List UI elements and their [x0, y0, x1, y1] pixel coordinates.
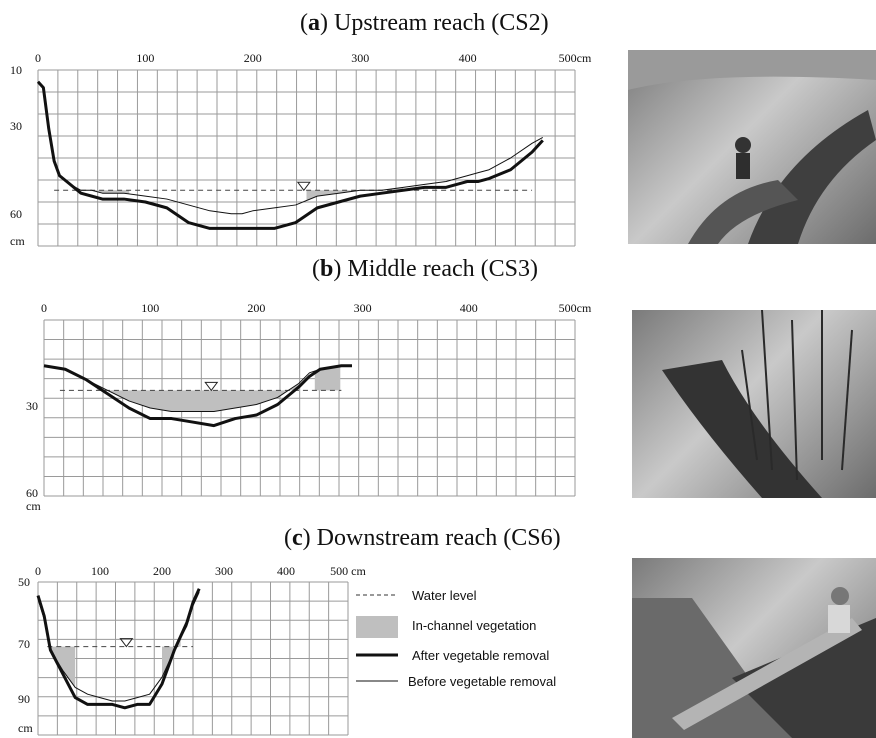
x-tick-label: 200: [244, 51, 262, 65]
x-tick-label: 100: [136, 51, 154, 65]
y-tick-label: 60: [10, 207, 22, 221]
panel-title-c: (c) Downstream reach (CS6): [284, 525, 561, 551]
y-tick-label: cm: [10, 234, 25, 248]
photo-downstream: [632, 558, 876, 738]
chart-upstream: 0 100 200 300 400 500cm 10 30 60 cm: [10, 51, 592, 248]
water-level-marker: [119, 638, 134, 648]
series-line-after: [36, 80, 544, 230]
vegetation-area: [50, 646, 76, 688]
water-level-marker: [296, 181, 311, 192]
vegetation-area: [306, 187, 404, 201]
x-tick-label: 300: [354, 301, 372, 315]
series-line-after: [36, 588, 201, 710]
panel-title-b: (b) Middle reach (CS3): [312, 256, 538, 282]
x-tick-label: 400: [460, 301, 478, 315]
x-tick-label: 300: [351, 51, 369, 65]
series-line-before: [43, 365, 352, 413]
legend-veg-label: In-channel vegetation: [412, 618, 536, 633]
y-tick-label: 60: [26, 486, 38, 500]
vegetation-area: [97, 383, 299, 412]
panel-title-a: (a) Upstream reach (CS2): [300, 10, 549, 36]
legend-after-label: After vegetable removal: [412, 648, 549, 663]
x-tick-label: 200: [153, 564, 171, 578]
legend-veg-swatch: [356, 616, 398, 638]
y-tick-label: 70: [18, 637, 30, 651]
x-tick-label: 100: [141, 301, 159, 315]
water-level-marker: [204, 381, 219, 392]
y-tick-label: 30: [26, 399, 38, 413]
legend-water-label: Water level: [412, 588, 477, 603]
x-tick-label: 0: [35, 564, 41, 578]
y-tick-label: cm: [18, 721, 33, 735]
x-tick-label: 100: [91, 564, 109, 578]
y-tick-label: 10: [10, 63, 22, 77]
x-tick-label: 0: [35, 51, 41, 65]
x-tick-label: 400: [459, 51, 477, 65]
x-tick-label: 300: [215, 564, 233, 578]
series-line-after: [43, 364, 352, 428]
legend-before-label: Before vegetable removal: [408, 674, 556, 689]
y-tick-label: 30: [10, 119, 22, 133]
x-tick-label: 400: [277, 564, 295, 578]
y-tick-label: 50: [18, 575, 30, 589]
x-tick-label: 500 cm: [330, 564, 366, 578]
x-tick-label: 0: [41, 301, 47, 315]
x-tick-label: 500cm: [559, 301, 592, 315]
y-tick-label: cm: [26, 499, 41, 513]
x-tick-label: 500cm: [559, 51, 592, 65]
vegetation-area: [162, 638, 181, 678]
photo-middle: [632, 310, 876, 498]
vegetation-area: [314, 365, 341, 391]
y-tick-label: 90: [18, 692, 30, 706]
photo-upstream: [628, 50, 876, 244]
x-tick-label: 200: [247, 301, 265, 315]
